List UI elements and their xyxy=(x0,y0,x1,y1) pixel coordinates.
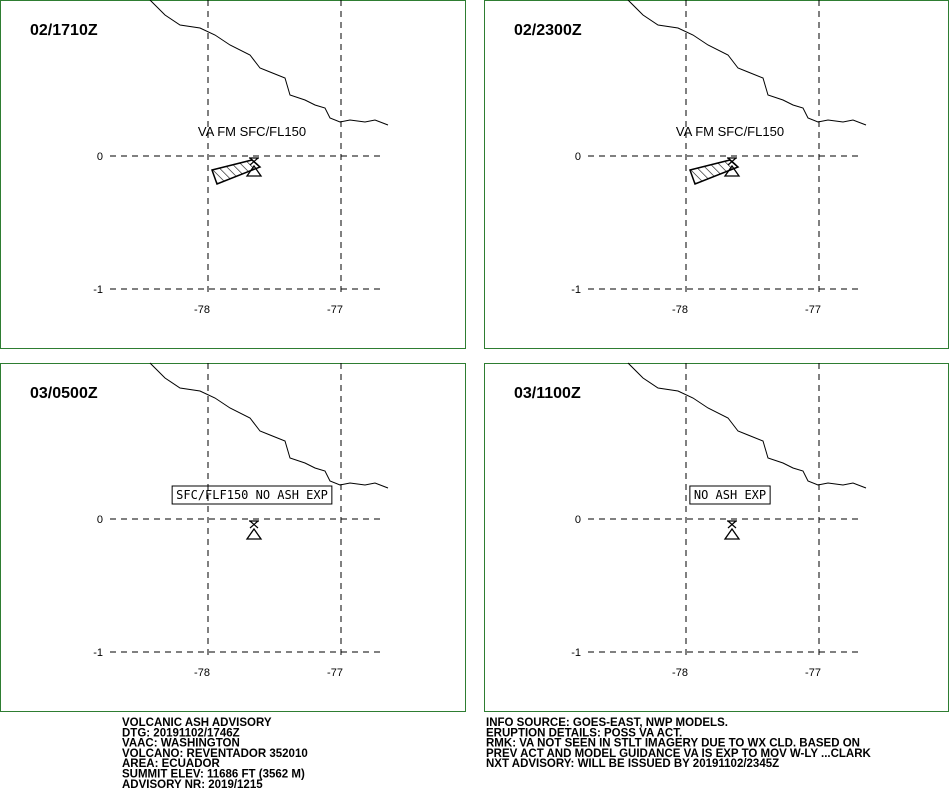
volcano-symbol xyxy=(245,164,263,177)
latitude-label: -1 xyxy=(571,284,581,296)
latitude-label: -1 xyxy=(571,647,581,659)
advisory-line: VOLCANO: REVENTADOR 352010 xyxy=(122,748,308,760)
longitude-label: -78 xyxy=(672,304,688,316)
volcano-symbol xyxy=(245,527,263,540)
label-box xyxy=(689,485,771,505)
ash-area xyxy=(211,159,262,185)
advisory-line: RMK: VA NOT SEEN IN STLT IMAGERY DUE TO … xyxy=(486,738,860,750)
latitude-label: -1 xyxy=(93,284,103,296)
no-ash-label: NO ASH EXP xyxy=(694,488,766,502)
panel-frame xyxy=(0,363,466,712)
volcano-marker xyxy=(249,157,259,166)
latitude-label: -1 xyxy=(93,647,103,659)
advisory-line: SUMMIT ELEV: 11686 FT (3562 M) xyxy=(122,769,305,781)
panel-frame xyxy=(484,363,949,712)
valid-time: 03/1100Z xyxy=(514,385,581,402)
advisory-line: PREV ACT AND MODEL GUIDANCE VA IS EXP TO… xyxy=(486,748,872,760)
coastline xyxy=(627,0,867,126)
volcano-symbol xyxy=(723,164,741,177)
valid-time: 02/2300Z xyxy=(514,22,582,39)
map-panel: 0 -1 -78 -77 03/0500Z SFC/FLF150 NO ASH EXP xyxy=(30,362,389,679)
longitude-label: -78 xyxy=(194,667,210,679)
advisory-line: DTG: 20191102/1746Z xyxy=(122,727,240,739)
longitude-label: -78 xyxy=(194,304,210,316)
ash-label: VA FM SFC/FL150 xyxy=(676,124,784,139)
latitude-label: 0 xyxy=(575,514,581,526)
coastline xyxy=(149,362,389,489)
coastline xyxy=(627,362,867,489)
latitude-label: 0 xyxy=(97,514,103,526)
advisory-line: INFO SOURCE: GOES-EAST, NWP MODELS. xyxy=(486,717,728,729)
map-panel: 0 -1 -78 -77 02/1710Z VA FM SFC/FL150 xyxy=(30,0,389,316)
volcano-symbol xyxy=(723,527,741,540)
longitude-label: -77 xyxy=(327,667,343,679)
volcano-marker xyxy=(249,520,259,529)
panel-frame xyxy=(0,0,466,349)
panel-frame xyxy=(484,0,949,349)
ash-area xyxy=(689,159,740,185)
advisory-line: NXT ADVISORY: WILL BE ISSUED BY 20191102… xyxy=(486,758,779,770)
map-panel: 0 -1 -78 -77 02/2300Z VA FM SFC/FL150 xyxy=(514,0,867,316)
label-box xyxy=(171,485,333,505)
longitude-label: -78 xyxy=(672,667,688,679)
valid-time: 03/0500Z xyxy=(30,385,98,402)
volcano-marker xyxy=(727,157,737,166)
latitude-label: 0 xyxy=(575,151,581,163)
longitude-label: -77 xyxy=(327,304,343,316)
valid-time: 02/1710Z xyxy=(30,22,98,39)
coastline xyxy=(149,0,389,126)
longitude-label: -77 xyxy=(805,304,821,316)
map-panel: 0 -1 -78 -77 03/1100Z NO ASH EXP xyxy=(514,362,867,679)
longitude-label: -77 xyxy=(805,667,821,679)
no-ash-label: SFC/FLF150 NO ASH EXP xyxy=(176,488,328,502)
advisory-line: VAAC: WASHINGTON xyxy=(122,738,240,750)
advisory-line: VOLCANIC ASH ADVISORY xyxy=(122,717,272,729)
advisory-line: AREA: ECUADOR xyxy=(122,758,220,770)
ash-label: VA FM SFC/FL150 xyxy=(198,124,306,139)
advisory-line: ERUPTION DETAILS: POSS VA ACT. xyxy=(486,727,682,739)
volcano-marker xyxy=(727,520,737,529)
latitude-label: 0 xyxy=(97,151,103,163)
advisory-line: ADVISORY NR: 2019/1215 xyxy=(122,779,263,791)
